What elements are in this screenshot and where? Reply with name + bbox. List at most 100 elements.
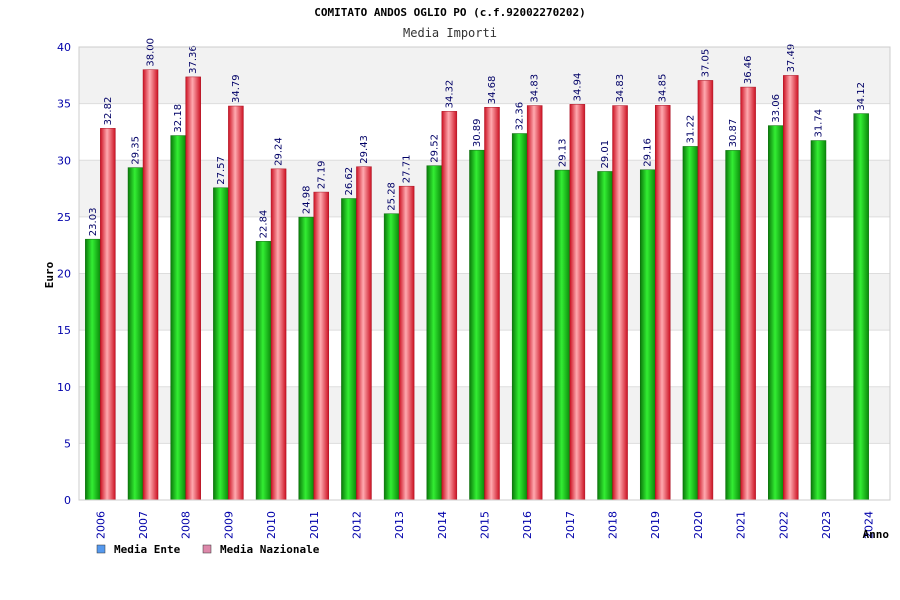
x-tick-label: 2008 bbox=[180, 511, 193, 539]
bar-media-ente-2007 bbox=[127, 167, 144, 501]
bar-media-nazionale-2014 bbox=[441, 111, 458, 501]
data-label: 29.01 bbox=[600, 140, 611, 169]
data-label: 33.06 bbox=[771, 94, 782, 123]
data-labels: 23.03 32.82 29.35 38.00 32.18 37.36 27.57 34.79… bbox=[88, 38, 867, 238]
x-tick-label: 2011 bbox=[308, 511, 321, 539]
bar-media-ente-2023 bbox=[810, 140, 827, 501]
data-label: 37.49 bbox=[786, 44, 797, 73]
bar-media-nazionale-2008 bbox=[185, 76, 201, 501]
bar-media-ente-2012 bbox=[341, 198, 357, 501]
data-label: 23.03 bbox=[88, 208, 99, 237]
bar-media-nazionale-2013 bbox=[398, 185, 415, 501]
x-tick-label: 2020 bbox=[692, 511, 705, 539]
x-tick-label: 2010 bbox=[265, 511, 278, 539]
data-label: 34.83 bbox=[615, 74, 626, 103]
bar-media-ente-2013 bbox=[383, 213, 400, 501]
data-label: 34.32 bbox=[444, 80, 455, 109]
y-tick-label: 30 bbox=[57, 154, 71, 167]
bar-media-ente-2020 bbox=[682, 146, 699, 501]
data-label: 32.36 bbox=[515, 102, 526, 131]
data-label: 25.28 bbox=[387, 182, 398, 211]
x-tick-label: 2018 bbox=[607, 511, 620, 539]
data-label: 34.79 bbox=[231, 74, 242, 103]
y-tick-label: 35 bbox=[57, 98, 71, 111]
data-label: 27.57 bbox=[216, 156, 227, 185]
bar-media-ente-2014 bbox=[426, 165, 443, 501]
y-tick-label: 25 bbox=[57, 211, 71, 224]
data-label: 27.71 bbox=[402, 155, 413, 184]
y-tick-label: 10 bbox=[57, 381, 71, 394]
legend-label-media-nazionale: Media Nazionale bbox=[220, 543, 320, 556]
x-tick-label: 2014 bbox=[436, 511, 449, 539]
data-label: 24.98 bbox=[301, 185, 312, 214]
bar-media-ente-2016 bbox=[511, 133, 528, 501]
data-label: 29.43 bbox=[359, 135, 370, 164]
bar-media-nazionale-2011 bbox=[313, 191, 330, 501]
data-label: 30.89 bbox=[472, 119, 483, 148]
data-label: 31.74 bbox=[813, 109, 824, 138]
bar-media-ente-2021 bbox=[725, 150, 741, 501]
bar-media-ente-2024 bbox=[853, 113, 869, 501]
x-tick-label: 2023 bbox=[820, 511, 833, 539]
data-label: 29.24 bbox=[274, 137, 285, 166]
x-tick-label: 2024 bbox=[863, 511, 876, 539]
chart-title: COMITATO ANDOS OGLIO PO (c.f.92002270202… bbox=[314, 6, 586, 19]
bar-media-ente-2018 bbox=[597, 171, 613, 501]
x-tick-label: 2013 bbox=[393, 511, 406, 539]
x-tick-label: 2007 bbox=[137, 511, 150, 539]
x-tick-label: 2012 bbox=[350, 511, 363, 539]
data-label: 34.68 bbox=[487, 76, 498, 105]
x-tick-label: 2017 bbox=[564, 511, 577, 539]
data-label: 31.22 bbox=[685, 115, 696, 144]
bar-media-nazionale-2022 bbox=[783, 75, 799, 501]
data-label: 37.05 bbox=[700, 49, 711, 78]
data-label: 27.19 bbox=[316, 160, 327, 189]
x-tick-label: 2016 bbox=[521, 511, 534, 539]
y-axis-label: Euro bbox=[43, 261, 56, 288]
bar-media-ente-2017 bbox=[554, 169, 571, 501]
data-label: 29.13 bbox=[557, 138, 568, 167]
bar-media-nazionale-2009 bbox=[228, 105, 244, 501]
data-label: 34.83 bbox=[530, 74, 541, 103]
bar-media-ente-2010 bbox=[255, 241, 272, 501]
bar-media-nazionale-2016 bbox=[526, 105, 543, 501]
y-tick-label: 0 bbox=[64, 494, 71, 507]
bar-media-nazionale-2006 bbox=[100, 128, 116, 501]
chart-subtitle: Media Importi bbox=[403, 26, 497, 40]
x-tick-label: 2019 bbox=[649, 511, 662, 539]
x-tick-label: 2009 bbox=[222, 511, 235, 539]
data-label: 29.52 bbox=[429, 134, 440, 163]
data-label: 34.94 bbox=[572, 73, 583, 102]
data-label: 29.35 bbox=[131, 136, 142, 165]
bar-media-ente-2019 bbox=[639, 169, 656, 501]
data-label: 36.46 bbox=[743, 55, 754, 84]
bar-media-ente-2022 bbox=[768, 125, 784, 501]
data-label: 34.12 bbox=[856, 82, 867, 111]
legend: Media Ente Media Nazionale bbox=[96, 543, 320, 556]
bar-media-nazionale-2012 bbox=[356, 166, 372, 501]
bar-media-ente-2008 bbox=[170, 135, 186, 501]
bar-media-nazionale-2020 bbox=[697, 80, 714, 501]
data-label: 32.18 bbox=[173, 104, 184, 133]
bar-media-ente-2015 bbox=[469, 149, 485, 501]
bar-media-ente-2011 bbox=[298, 216, 315, 501]
bar-media-ente-2006 bbox=[85, 238, 101, 501]
data-label: 29.16 bbox=[643, 138, 654, 167]
data-label: 26.62 bbox=[344, 167, 355, 196]
y-tick-label: 40 bbox=[57, 41, 71, 54]
x-tick-label: 2022 bbox=[777, 511, 790, 539]
legend-swatch-media-nazionale bbox=[202, 544, 212, 554]
x-tick-label: 2015 bbox=[479, 511, 492, 539]
data-label: 32.82 bbox=[103, 97, 114, 126]
bar-media-nazionale-2019 bbox=[654, 105, 671, 501]
bar-media-nazionale-2017 bbox=[569, 104, 586, 501]
y-tick-label: 5 bbox=[64, 437, 71, 450]
bar-media-nazionale-2018 bbox=[612, 105, 628, 501]
legend-label-media-ente: Media Ente bbox=[114, 543, 181, 556]
legend-swatch-media-ente bbox=[96, 544, 106, 554]
x-tick-label: 2021 bbox=[735, 511, 748, 539]
bar-media-nazionale-2015 bbox=[484, 106, 500, 501]
bar-media-nazionale-2007 bbox=[142, 69, 159, 501]
bars bbox=[85, 69, 869, 501]
